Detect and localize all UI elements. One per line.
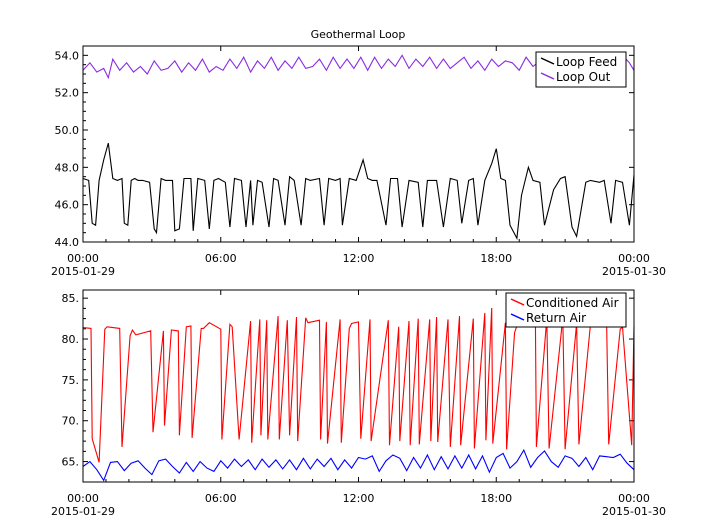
x-tick-label: 00:00	[67, 252, 99, 265]
legend-swatch	[540, 72, 555, 80]
y-tick-label: 46.0	[55, 199, 80, 212]
x-tick-label: 12:00	[343, 492, 375, 505]
plot-frame	[82, 289, 635, 483]
legend-box	[505, 292, 627, 328]
x-tick-label: 00:00	[618, 252, 650, 265]
x-tick-date-label: 2015-01-30	[602, 265, 666, 278]
x-tick-label: 00:00	[618, 492, 650, 505]
y-tick-label: 52.0	[55, 87, 80, 100]
chart-title: Geothermal Loop	[311, 28, 406, 41]
y-tick-label: 70.	[62, 415, 80, 428]
y-tick-label: 80.	[62, 333, 80, 346]
x-tick-label: 18:00	[480, 252, 512, 265]
legend-label: Conditioned Air	[526, 296, 619, 310]
series-line-loop-feed	[82, 142, 635, 241]
x-tick-label: 18:00	[480, 492, 512, 505]
x-tick-label: 00:00	[67, 492, 99, 505]
x-tick-label: 12:00	[343, 252, 375, 265]
legend-swatch	[510, 298, 525, 306]
series-line-return-air	[82, 448, 635, 482]
y-tick-label: 85.	[62, 292, 80, 305]
x-tick-label: 06:00	[205, 492, 237, 505]
legend-label: Loop Feed	[556, 55, 617, 69]
y-tick-label: 54.0	[55, 49, 80, 62]
y-tick-label: 75.	[62, 374, 80, 387]
plot-frame	[82, 45, 635, 243]
chart-panel-1: Geothermal Loop 44.0 46.0 48.0 50.0 52.0 54.0 0…	[51, 28, 666, 278]
x-tick-date-label: 2015-01-30	[602, 505, 666, 518]
legend-label: Return Air	[526, 311, 586, 325]
y-tick-label: 50.0	[55, 124, 80, 137]
legend-box	[535, 51, 627, 88]
x-tick-label: 06:00	[205, 252, 237, 265]
x-tick-date-label: 2015-01-29	[51, 505, 115, 518]
series-line-conditioned-air	[82, 304, 635, 463]
y-tick-label: 65.	[62, 456, 80, 469]
x-tick-date-label: 2015-01-29	[51, 265, 115, 278]
y-tick-label: 48.0	[55, 161, 80, 174]
legend-swatch	[510, 313, 525, 321]
legend-label: Loop Out	[556, 70, 611, 84]
legend-swatch	[540, 57, 555, 65]
y-tick-label: 44.0	[55, 236, 80, 249]
